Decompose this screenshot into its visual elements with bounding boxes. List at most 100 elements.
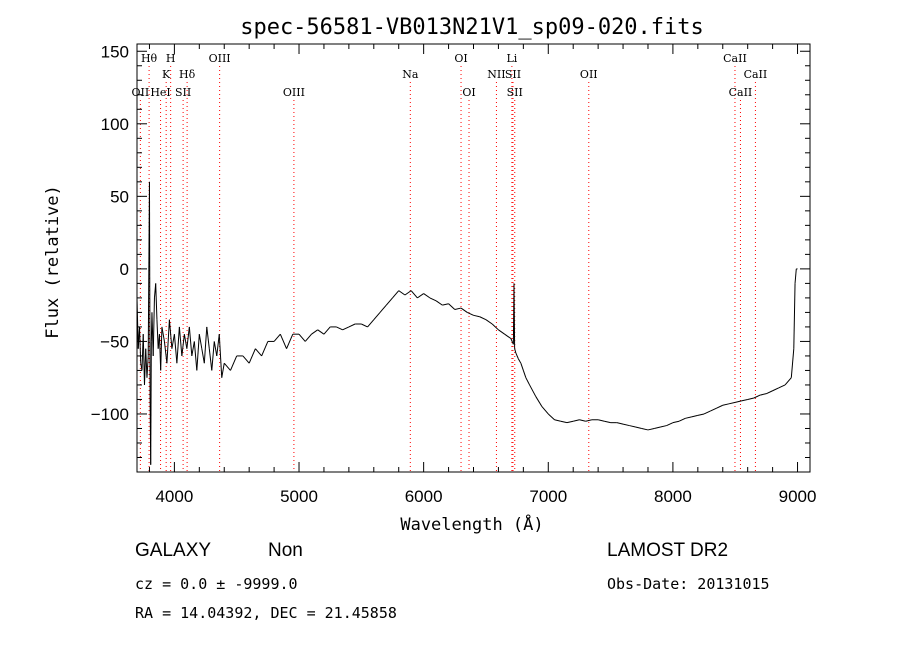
spectrum-segment [155,283,158,320]
spectrum-segment [323,326,331,335]
y-tick-label: −100 [91,405,129,424]
line-marker-label: K [162,68,171,81]
spectrum-segment [604,420,611,424]
x-axis: 4000 5000 6000 7000 8000 9000 [148,44,817,506]
line-marker-label: NII [487,68,505,81]
x-tick-label: 6000 [405,487,443,506]
spectrum-segment [410,290,418,299]
spectrum-segment [766,390,773,395]
coordinates-line: RA = 14.04392, DEC = 21.45858 [135,604,397,622]
spectrum-segment [398,290,406,296]
spectrum-segment [373,312,381,320]
spectrum-segment [176,326,180,364]
redshift-line: cz = 0.0 ± -9999.0 [135,575,298,593]
x-tick-label: 5000 [280,487,318,506]
spectrum-segment [156,319,159,349]
spectrum-segment [160,326,163,371]
spectrum-segment [242,355,250,364]
spectrum-segment [510,338,513,342]
spectrum-segment [218,334,223,378]
spectrum-segment [703,410,711,415]
line-marker-label: Na [402,68,419,81]
series-layer [136,181,798,465]
spectrum-segment [230,355,238,371]
spectrum-segment [560,420,568,424]
line-marker-label: SII [507,86,523,99]
spectrum-segment [579,419,586,422]
spectrum-segment [566,420,574,424]
y-tick-label: 0 [120,260,129,279]
spectrum-segment [525,377,531,386]
y-tick-label: −50 [100,332,129,351]
spectrum-segment [148,181,151,400]
plot-frame [136,43,811,473]
spectrum-segment [163,341,168,364]
x-axis-label: Wavelength (Å) [400,513,543,535]
spectrum-segment [747,397,755,400]
spectrum-segment [392,290,400,299]
spectrum-segment [678,417,686,422]
spectrum-segment [191,341,195,357]
spectrum-segment [183,334,188,349]
spectrum-segment [784,377,792,386]
spectrum-segment [423,293,431,299]
line-marker-label: CaII [729,86,753,99]
spectrum-segment [435,300,443,306]
spectrum-segment [248,348,256,364]
line-marker-label: OII [132,86,150,99]
spectrum-segment [515,352,519,360]
spectrum-segment [336,326,343,331]
spectrum-segment [778,384,786,389]
line-marker-label: CaII [744,68,768,81]
spectrum-segment [385,297,393,306]
spectrum-segment [728,401,736,405]
spectrum-segment [221,363,225,378]
spectrum-segment [685,416,692,419]
spectrum-segment [585,419,593,422]
spectrum-segment [171,334,175,349]
spectrum-segment [206,326,210,349]
spectrum-segment [223,362,231,371]
spectrum-segment [517,358,522,364]
spectrum-segment [173,334,178,364]
spectrum-segment [188,326,193,356]
spectrum-segment [716,404,723,409]
x-tick-label: 9000 [779,487,817,506]
x-tick-label: 4000 [155,487,193,506]
spectrum-segment [660,425,667,428]
spectrum-segment [317,329,325,335]
spectrum-segment [178,326,183,356]
line-marker-label: SII [505,68,521,81]
y-tick-label: 100 [101,115,129,134]
spectrum-segment [429,297,437,302]
spectrum-segment [454,307,462,310]
spectrum-segment [473,314,480,318]
spectrum-segment [348,323,356,328]
x-tick-label: 8000 [654,487,692,506]
spectrum-segment [367,319,375,328]
spectrum-segment [735,400,742,403]
line-marker-label: H [166,52,176,65]
spectrum-segment [211,341,215,371]
line-marker-label: Hθ [141,52,158,65]
spectrum-segment [710,407,717,412]
spectrum-segment [547,413,555,421]
spectrum-segment [261,341,269,357]
spectrum-segment [216,334,220,356]
spectrum-segment [404,290,412,296]
spectrum-segment [342,326,350,331]
spectrum-segment [417,293,424,299]
spectrum-segment [304,333,312,342]
spectrum-segment [794,268,797,284]
spectrum-segment [647,427,655,431]
spectrum-segment [573,419,580,422]
spectrum-segment [213,341,218,357]
spectrum-segment [635,426,642,429]
spectrum-segment [498,329,505,335]
spectrum-segment [529,384,537,397]
spectrum-segment [691,414,698,418]
spectrum-segment [442,303,449,306]
spectrum-segment [152,297,155,356]
line-marker-label: OI [454,52,467,65]
spectrum-segment [722,403,730,406]
